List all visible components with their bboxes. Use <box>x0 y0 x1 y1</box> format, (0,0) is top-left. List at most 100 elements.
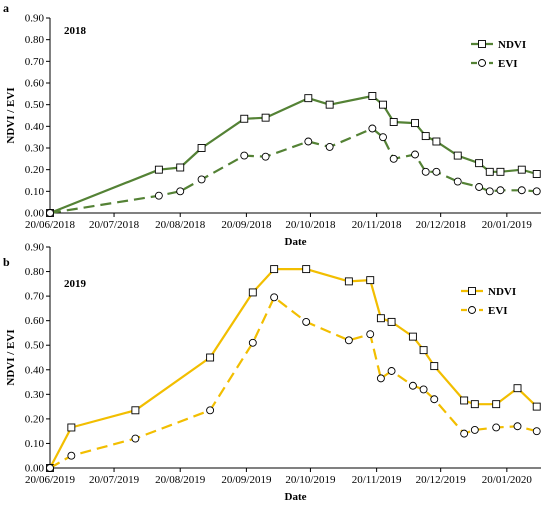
data-point <box>460 429 469 438</box>
data-point <box>513 384 522 393</box>
data-point <box>432 137 441 146</box>
data-point <box>206 406 215 415</box>
y-tick-label: 0.60 <box>25 315 45 327</box>
data-point <box>379 133 387 142</box>
legend-label: EVI <box>498 58 518 70</box>
data-point <box>154 191 163 200</box>
x-tick-label: 20/09/2018 <box>221 219 272 231</box>
data-point <box>532 402 541 411</box>
legend-marker <box>478 40 486 48</box>
x-tick-label: 20/07/2019 <box>89 474 140 486</box>
data-point <box>408 332 417 341</box>
data-point <box>496 167 505 176</box>
data-point <box>368 124 377 133</box>
data-point <box>46 464 54 472</box>
data-point <box>46 209 54 217</box>
data-point <box>270 265 279 274</box>
x-tick-label: 20/01/2020 <box>482 474 533 486</box>
legend-marker <box>468 306 476 314</box>
legend-entry-evi: EVI <box>461 305 508 317</box>
data-point <box>368 92 377 100</box>
series-line-ndvi <box>49 268 538 469</box>
x-tick-label: 20/06/2018 <box>25 219 76 231</box>
y-tick-label: 0.00 <box>25 463 45 475</box>
data-point <box>376 374 385 383</box>
x-tick-label: 20/09/2019 <box>221 474 272 486</box>
chart-panel-a: 0.00 0.10 0.20 0.30 0.40 0.50 0.60 0.70 0.80 0.90… <box>3 1 541 248</box>
data-point <box>411 150 419 159</box>
y-tick-label: 0.20 <box>25 164 45 176</box>
y-tick-label: 0.10 <box>25 186 45 198</box>
data-point <box>67 451 76 460</box>
series-line-evi <box>49 127 537 215</box>
legend-entry-ndvi: NDVI <box>461 286 516 298</box>
y-tick-label: 0.70 <box>25 291 45 303</box>
year-label: 2018 <box>64 25 87 37</box>
data-point <box>366 330 375 339</box>
data-point <box>485 167 494 176</box>
data-point <box>496 186 505 195</box>
x-tick-label: 20/11/2018 <box>352 219 402 231</box>
data-point <box>470 425 479 434</box>
data-point <box>419 385 428 394</box>
y-tick-label: 0.10 <box>25 438 45 450</box>
y-tick-label: 0.50 <box>25 340 45 352</box>
data-point <box>302 317 311 326</box>
data-point <box>419 346 428 355</box>
data-point <box>67 423 76 432</box>
data-point <box>492 423 501 432</box>
y-tick-label: 0.20 <box>25 413 45 425</box>
y-axis-label: NDVI / EVI <box>5 329 17 385</box>
data-point <box>376 314 385 323</box>
data-point <box>430 362 439 371</box>
data-point <box>453 177 462 186</box>
data-point <box>532 427 541 436</box>
data-point <box>421 132 430 141</box>
x-tick-label: 20/10/2019 <box>285 474 336 486</box>
data-point <box>325 100 334 109</box>
data-point <box>517 165 526 174</box>
series-line-ndvi <box>49 94 538 215</box>
series-line-evi <box>49 296 537 469</box>
data-point <box>344 277 353 286</box>
year-label: 2019 <box>64 278 87 290</box>
data-point <box>475 183 484 191</box>
data-point <box>304 137 313 146</box>
y-tick-label: 0.30 <box>25 143 45 155</box>
data-point <box>430 395 439 404</box>
x-axis-label: Date <box>285 236 307 248</box>
legend-entry-evi: EVI <box>471 58 518 70</box>
data-point <box>408 381 417 390</box>
data-point <box>475 159 484 168</box>
y-tick-label: 0.00 <box>25 208 45 220</box>
x-tick-label: 20/08/2018 <box>155 219 206 231</box>
data-point <box>344 336 353 345</box>
data-point <box>485 187 494 196</box>
x-tick-label: 20/06/2019 <box>25 474 76 486</box>
y-tick-label: 0.80 <box>25 34 45 46</box>
x-tick-label: 20/12/2018 <box>416 219 467 231</box>
y-tick-label: 0.50 <box>25 99 45 111</box>
y-tick-label: 0.40 <box>25 121 45 133</box>
chart-panel-b: 0.00 0.10 0.20 0.30 0.40 0.50 0.60 0.70 0.80 0.90… <box>3 242 541 503</box>
y-tick-label: 0.60 <box>25 78 45 90</box>
x-tick-label: 20/01/2019 <box>482 219 533 231</box>
data-point <box>421 167 430 176</box>
y-tick-label: 0.30 <box>25 389 45 401</box>
data-point <box>131 406 140 415</box>
data-point <box>387 317 396 326</box>
data-point <box>197 175 206 184</box>
data-point <box>387 367 396 375</box>
data-point <box>411 119 419 128</box>
legend-entry-ndvi: NDVI <box>471 39 526 51</box>
data-point <box>240 114 249 123</box>
series-ndvi <box>46 265 541 472</box>
data-point <box>513 422 522 431</box>
data-point <box>206 353 215 362</box>
data-point <box>248 288 257 297</box>
data-point <box>197 144 206 152</box>
x-tick-label: 20/07/2018 <box>89 219 140 231</box>
x-tick-label: 20/08/2019 <box>155 474 206 486</box>
x-tick-label: 20/11/2019 <box>352 474 402 486</box>
